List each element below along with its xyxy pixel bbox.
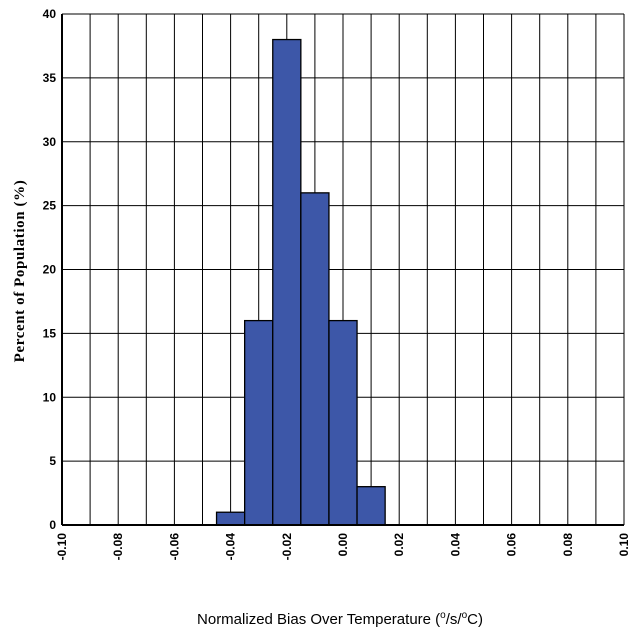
y-tick-label: 25 [43,199,57,213]
x-axis-label-suffix: C) [467,611,483,628]
x-tick-label: -0.04 [224,533,238,561]
x-axis-label-degree-1: o [440,610,446,621]
x-tick-label: -0.08 [111,533,125,561]
histogram-bar [356,486,386,526]
y-tick-label: 20 [43,263,57,277]
x-axis-label: Normalized Bias Over Temperature (o/s/oC… [197,610,483,628]
y-tick-label: 30 [43,135,57,149]
y-tick-label: 35 [43,71,57,85]
histogram-bar [243,319,274,526]
histogram-bar [215,511,246,526]
histogram-bar [272,38,302,526]
x-tick-label: 0.06 [505,533,519,557]
y-tick-label: 15 [43,326,57,340]
histogram-bar [328,319,358,526]
y-axis-label: Percent of Population (%) [12,180,28,363]
x-tick-labels: -0.10 -0.08 -0.06 -0.04 -0.02 0.00 0.02 0.04 0.0… [55,533,630,561]
y-tick-label: 40 [43,7,57,21]
y-tick-label: 5 [49,454,56,468]
y-tick-label: 0 [49,518,56,532]
x-axis-label-degree-2: o [462,610,468,621]
x-tick-label: -0.10 [55,533,69,561]
x-axis-label-prefix: Normalized Bias Over Temperature ( [197,611,440,628]
x-tick-label: -0.06 [167,533,181,561]
histogram-bar [300,192,330,526]
x-tick-label: -0.02 [280,533,294,561]
x-tick-label: 0.00 [336,533,350,557]
x-tick-label: 0.08 [561,533,575,557]
x-axis-label-middle: /s/ [446,611,463,628]
x-tick-label: 0.02 [392,533,406,557]
x-tick-label: 0.04 [448,533,462,557]
axes [61,14,624,526]
x-tick-label: 0.10 [617,533,630,557]
y-tick-labels: 0 5 10 15 20 25 30 35 40 [43,7,57,532]
bars [215,38,386,526]
y-tick-label: 10 [43,390,57,404]
